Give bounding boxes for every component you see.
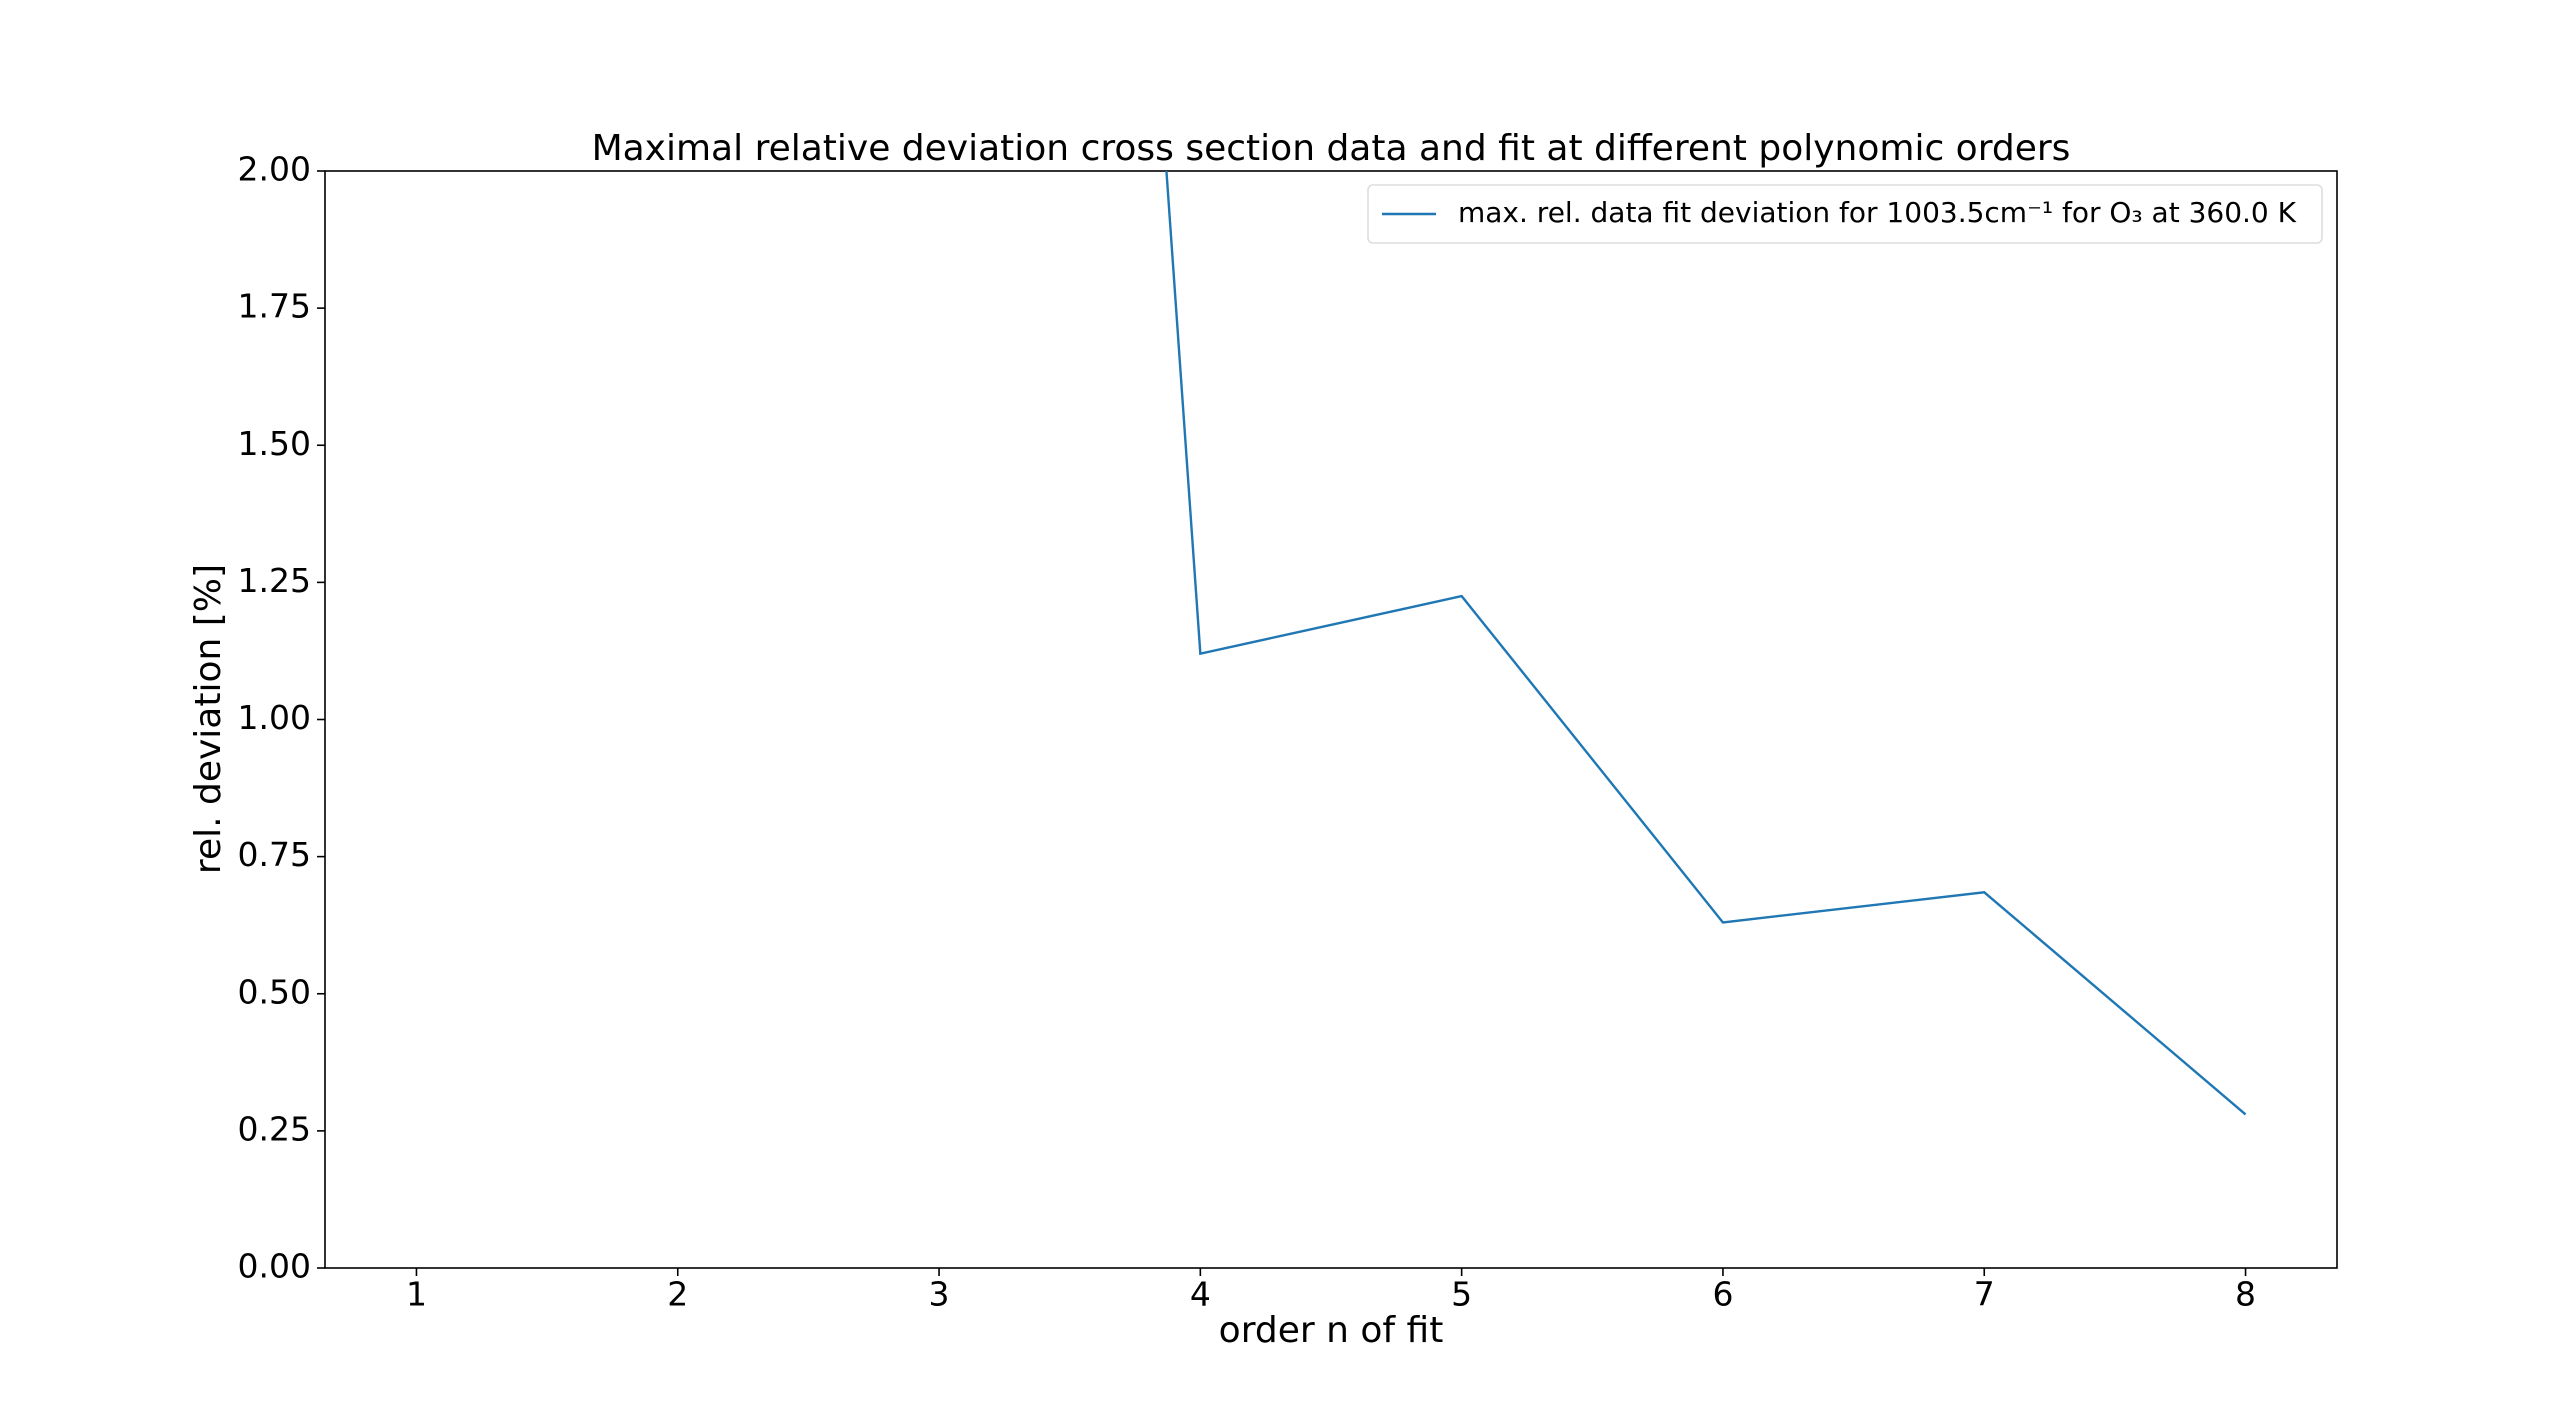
y-tick-label: 1.75: [238, 287, 311, 326]
y-tick-label: 0.50: [238, 972, 311, 1011]
y-tick-label: 0.25: [238, 1109, 311, 1148]
x-tick-label: 4: [1190, 1275, 1211, 1314]
legend-box: [1367, 184, 2323, 244]
y-tick-label: 1.25: [238, 561, 311, 600]
plot-area: [1165, 171, 2247, 1116]
y-axis-label: rel. deviation [%]: [188, 564, 229, 874]
x-tick-label: 3: [929, 1275, 950, 1314]
x-tick-label: 8: [2235, 1275, 2256, 1314]
y-tick-label: 0.00: [238, 1247, 311, 1286]
legend-label: max. rel. data fit deviation for 1003.5c…: [1458, 196, 2297, 229]
y-tick-label: 2.00: [238, 150, 311, 189]
x-axis-label: order n of fit: [1219, 1310, 1444, 1351]
x-tick-label: 7: [1974, 1275, 1995, 1314]
y-tick-label: 1.00: [238, 698, 311, 737]
y-tick-label: 0.75: [238, 835, 311, 874]
y-tick-label: 1.50: [238, 424, 311, 463]
data-line: [1165, 171, 2247, 1116]
x-tick-label: 1: [406, 1275, 427, 1314]
x-tick-label: 6: [1712, 1275, 1733, 1314]
x-tick-label: 5: [1451, 1275, 1472, 1314]
x-tick-label: 2: [667, 1275, 688, 1314]
chart-title: Maximal relative deviation cross section…: [592, 128, 2071, 169]
